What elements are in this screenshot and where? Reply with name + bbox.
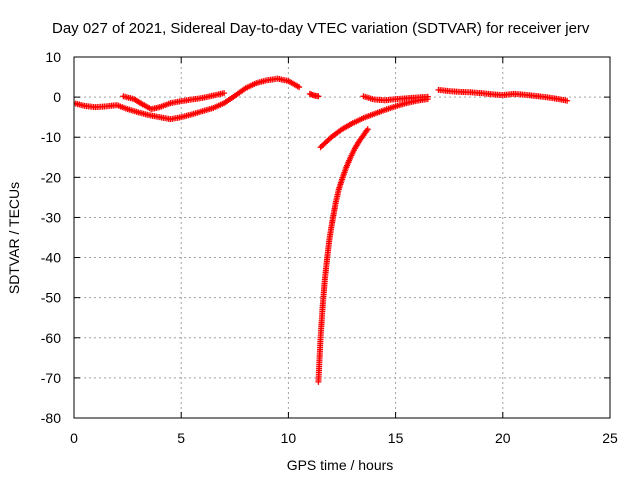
y-tick-label: -70 xyxy=(41,370,61,386)
y-tick-label: -40 xyxy=(41,250,61,266)
y-tick-label: -30 xyxy=(41,209,61,225)
plot-frame xyxy=(73,56,611,419)
y-tick-label: -10 xyxy=(41,129,61,145)
y-tick-label: -50 xyxy=(41,290,61,306)
x-tick-label: 5 xyxy=(177,430,185,446)
series-arc-morning xyxy=(74,75,303,123)
y-axis-label: SDTVAR / TECUs xyxy=(6,182,22,294)
chart-title: Day 027 of 2021, Sidereal Day-to-day VTE… xyxy=(52,20,590,37)
series-arc-evening xyxy=(435,86,571,104)
x-tick-label: 20 xyxy=(495,430,511,446)
axes: 0 5 10 15 20 25 10 0 -10 -20 -30 -40 -50 -60 -70 -80 xyxy=(41,49,618,446)
series-arc-short xyxy=(306,90,322,100)
series-arc-rising xyxy=(317,96,431,151)
x-axis-label: GPS time / hours xyxy=(287,457,394,473)
x-tick-label: 25 xyxy=(602,430,618,446)
y-tick-label: 10 xyxy=(45,49,61,65)
plot-area xyxy=(74,75,571,385)
x-tick-label: 0 xyxy=(70,430,78,446)
data-point xyxy=(564,97,571,104)
data-point xyxy=(296,84,303,91)
y-tick-label: 0 xyxy=(53,89,61,105)
data-point xyxy=(364,126,371,133)
y-tick-label: -80 xyxy=(41,410,61,426)
data-point xyxy=(315,93,322,100)
y-tick-label: -20 xyxy=(41,169,61,185)
series-arc-secondary xyxy=(120,90,228,113)
x-tick-label: 15 xyxy=(388,430,404,446)
series-arc-steep xyxy=(315,126,371,385)
data-point xyxy=(221,90,228,97)
series-arc-afternoon xyxy=(360,93,431,104)
y-tick-label: -60 xyxy=(41,330,61,346)
data-point xyxy=(424,93,431,100)
x-tick-label: 10 xyxy=(281,430,297,446)
